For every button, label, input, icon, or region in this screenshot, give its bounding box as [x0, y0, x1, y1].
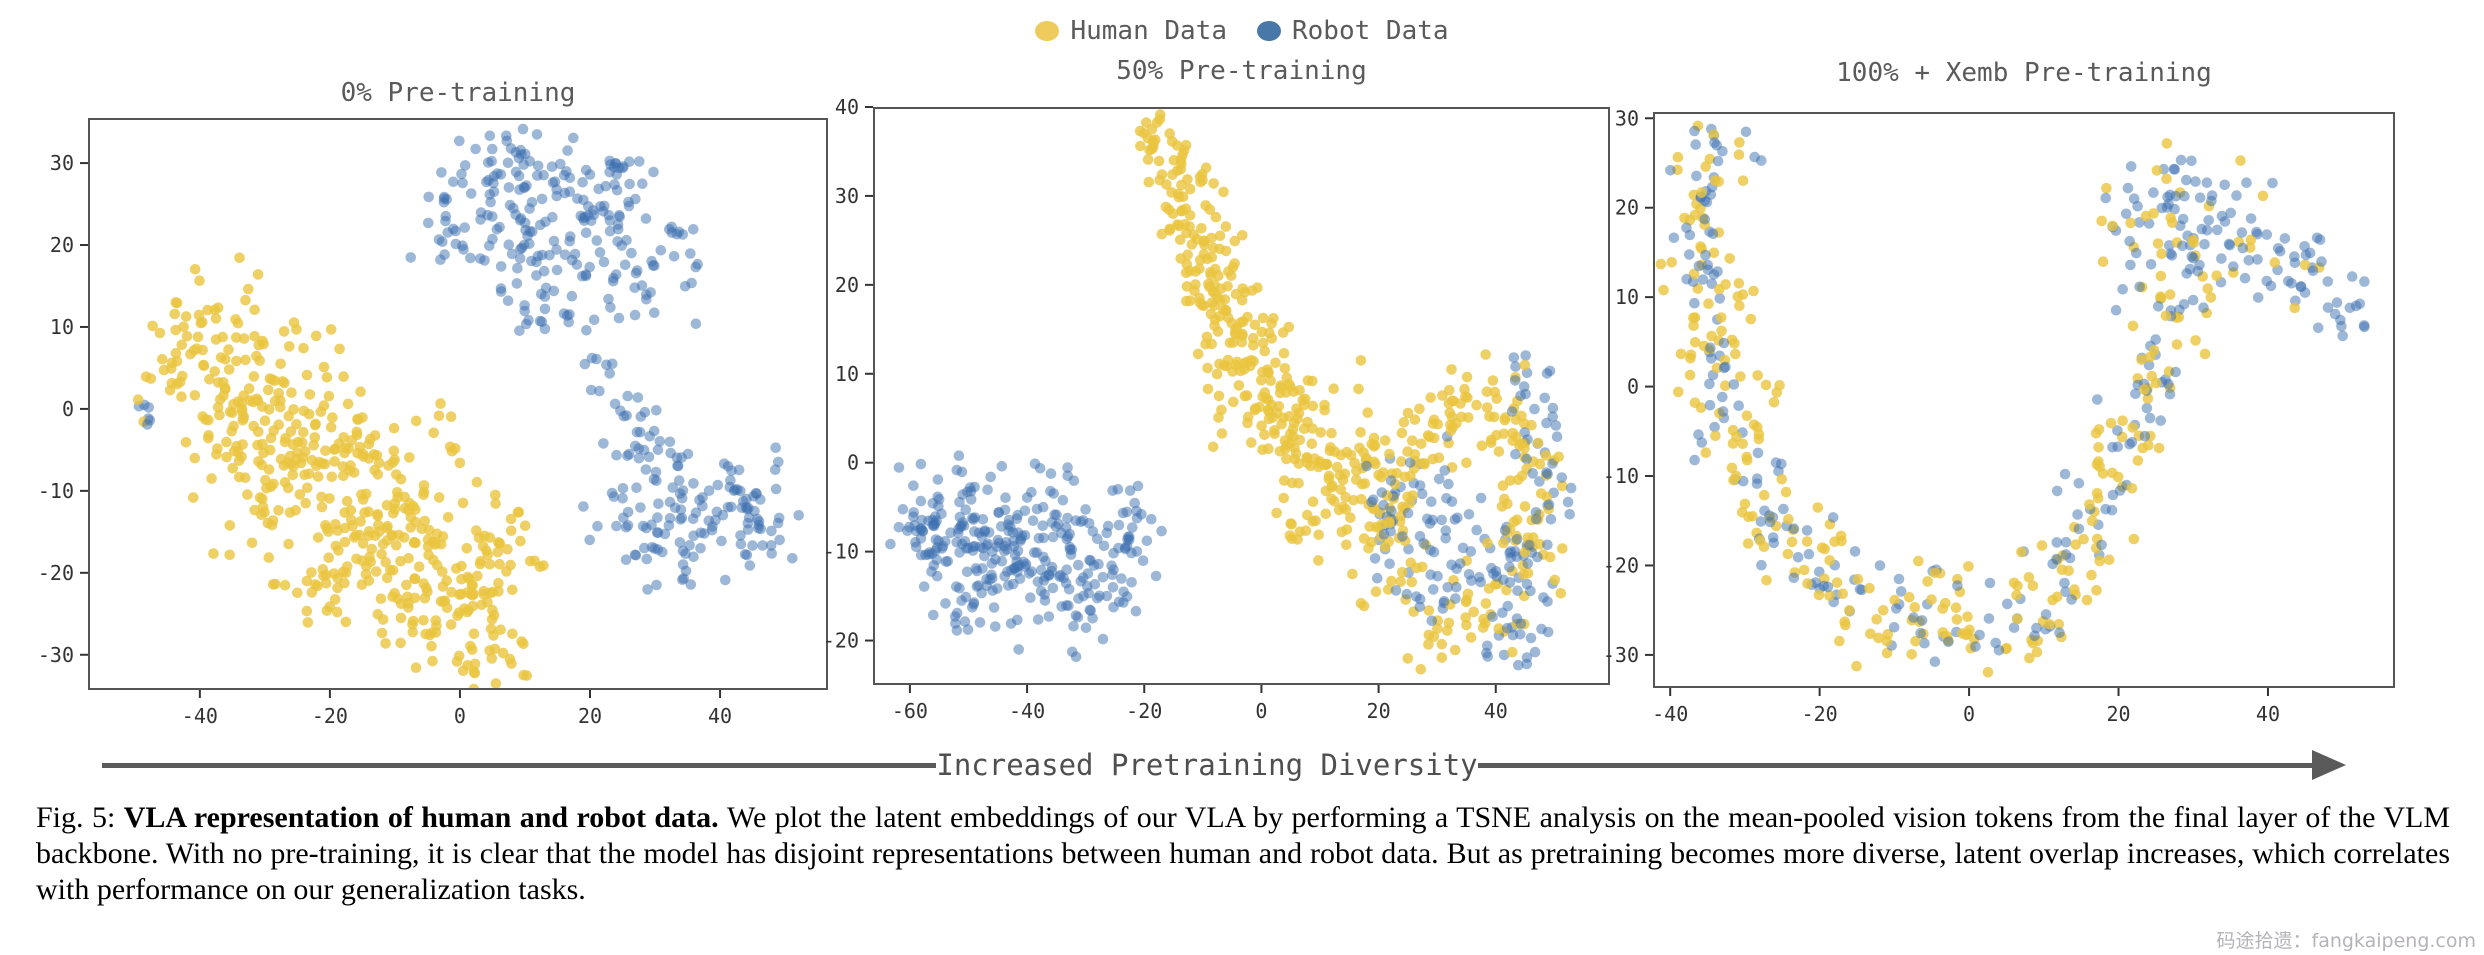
plot-title-50pct: 50% Pre-training [1116, 56, 1367, 86]
svg-text:0: 0 [1255, 699, 1267, 723]
caption-body: We plot the latent embeddings of our VLA… [36, 801, 2451, 906]
tsne-scatter-0pct-pretraining: -40 -20 0 20 40 30 20 10 0 -10 -20 -30 [38, 118, 828, 728]
svg-text:10: 10 [50, 315, 74, 339]
svg-text:20: 20 [578, 704, 602, 728]
svg-text:-20: -20 [312, 704, 348, 728]
watermark: 码途拾遗：fangkaipeng.com [2216, 930, 2477, 952]
arrow-head-icon [2312, 750, 2346, 780]
arrow-line-left [102, 762, 937, 768]
plot-title-0pct: 0% Pre-training [340, 78, 576, 108]
legend-item-robot: Robot Data [1257, 16, 1449, 46]
svg-text:40: 40 [1484, 699, 1508, 723]
svg-text:-60: -60 [892, 699, 928, 723]
svg-text:-10: -10 [823, 540, 859, 564]
svg-text:20: 20 [835, 273, 859, 297]
svg-text:-40: -40 [1009, 699, 1045, 723]
svg-text:20: 20 [1367, 699, 1391, 723]
figure-caption: Fig. 5: VLA representation of human and … [36, 800, 2450, 908]
svg-text:-20: -20 [1802, 702, 1838, 726]
svg-text:-20: -20 [1126, 699, 1162, 723]
tsne-scatter-100pct-xemb-pretraining: -40 -20 0 20 40 30 20 10 0 -10 -20 -30 [1603, 106, 2395, 726]
svg-text:-30: -30 [1603, 643, 1639, 667]
svg-text:20: 20 [1615, 196, 1639, 220]
plot-title-100pct-xemb: 100% + Xemb Pre-training [1836, 58, 2212, 88]
svg-text:-10: -10 [38, 479, 74, 503]
svg-text:30: 30 [1615, 106, 1639, 130]
svg-text:-20: -20 [1603, 553, 1639, 577]
svg-text:10: 10 [835, 362, 859, 386]
svg-text:-10: -10 [1603, 464, 1639, 488]
caption-fig-label: Fig. 5: [36, 801, 124, 834]
svg-text:-40: -40 [182, 704, 218, 728]
pretraining-diversity-arrow: Increased Pretraining Diversity [102, 748, 2346, 782]
svg-text:-20: -20 [38, 561, 74, 585]
svg-text:0: 0 [1627, 375, 1639, 399]
svg-text:10: 10 [1615, 285, 1639, 309]
svg-text:0: 0 [847, 451, 859, 475]
svg-text:0: 0 [62, 397, 74, 421]
arrow-line-right [1477, 762, 2312, 768]
robot-data-dot-icon [1257, 21, 1281, 41]
human-data-dot-icon [1035, 21, 1060, 41]
legend-item-human: Human Data [1035, 16, 1227, 46]
svg-text:-20: -20 [823, 629, 859, 653]
svg-text:40: 40 [835, 95, 859, 119]
svg-text:40: 40 [2256, 702, 2280, 726]
svg-text:20: 20 [50, 233, 74, 257]
svg-text:20: 20 [2106, 702, 2130, 726]
svg-text:40: 40 [708, 704, 732, 728]
legend-label-robot: Robot Data [1292, 16, 1449, 46]
svg-text:30: 30 [835, 184, 859, 208]
svg-text:-30: -30 [38, 643, 74, 667]
svg-text:0: 0 [454, 704, 466, 728]
svg-text:0: 0 [1963, 702, 1975, 726]
tsne-scatter-50pct-pretraining: -60 -40 -20 0 20 40 40 30 20 10 0 -10 -20 [823, 95, 1610, 723]
svg-text:-40: -40 [1652, 702, 1688, 726]
arrow-label: Increased Pretraining Diversity [936, 748, 1478, 782]
caption-bold-title: VLA representation of human and robot da… [123, 801, 728, 834]
svg-text:30: 30 [50, 151, 74, 175]
legend: Human Data Robot Data [0, 16, 2484, 46]
legend-label-human: Human Data [1070, 16, 1227, 46]
